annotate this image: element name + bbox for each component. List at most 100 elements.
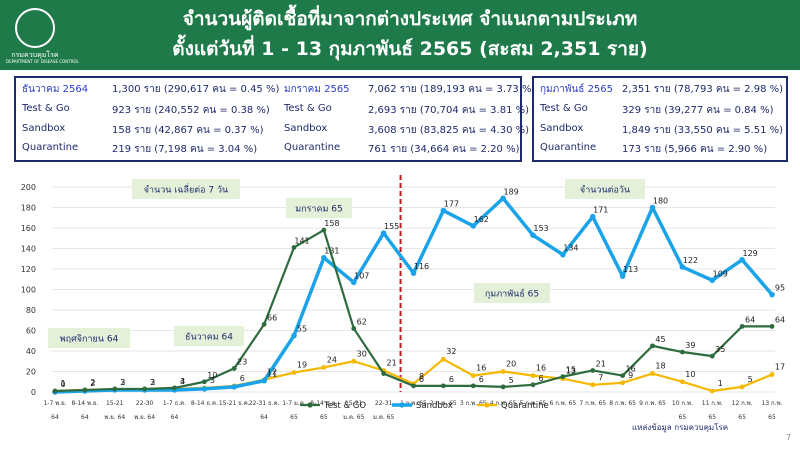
data-point <box>470 373 476 378</box>
data-label: 141 <box>294 236 309 245</box>
data-label: 45 <box>655 335 665 344</box>
x-tick-label: 7 ก.พ. 65 <box>579 400 606 407</box>
january-label-box <box>286 198 352 218</box>
data-point <box>411 383 416 389</box>
x-tick-label: 4 ก.พ. 65 <box>490 400 517 407</box>
x-tick-label: 65 <box>708 414 716 420</box>
summary-label: กุมภาพันธ์ 2565 <box>540 84 614 95</box>
data-point <box>530 373 536 378</box>
x-tick-label: 10 ก.พ. <box>672 400 693 407</box>
data-label: 16 <box>536 364 546 373</box>
data-label: 39 <box>685 341 695 350</box>
data-point <box>470 223 477 229</box>
summary-label: Sandbox <box>284 123 328 134</box>
summary-value: 2,351 ราย (78,793 คน = 2.98 %) <box>622 84 784 95</box>
data-point <box>291 332 297 339</box>
data-label: 23 <box>237 357 247 366</box>
data-label: 129 <box>742 249 757 258</box>
x-tick-label: 22-31 <box>375 400 393 407</box>
data-label: 5 <box>509 376 514 385</box>
summary-label: Test & Go <box>22 103 70 114</box>
summary-label: Quarantine <box>22 142 79 153</box>
data-label: 95 <box>775 284 785 293</box>
data-label: 19 <box>297 361 307 370</box>
data-point <box>769 324 775 329</box>
data-point <box>590 368 596 373</box>
data-label: 13 <box>566 367 576 376</box>
daily-count-label-box <box>565 179 645 199</box>
data-point <box>261 321 267 327</box>
data-label: 21 <box>596 359 606 368</box>
weekly-average-label-box <box>132 179 240 199</box>
data-point <box>351 358 357 364</box>
x-tick-label: 1-7 พ.ย. <box>44 400 67 407</box>
data-point <box>530 232 536 238</box>
x-tick-label: พ.ย. 64 <box>104 414 125 420</box>
summary-label: Quarantine <box>284 142 341 153</box>
data-label: 4 <box>180 377 185 386</box>
y-tick-label: 40 <box>26 347 36 356</box>
summary-label: Sandbox <box>540 123 584 134</box>
summary-box-feb: กุมภาพันธ์ 2565 2,351 ราย (78,793 คน = 2… <box>532 76 788 162</box>
data-label: 122 <box>683 256 698 265</box>
x-tick-label: 64 <box>171 414 179 420</box>
data-label: 16 <box>626 365 636 374</box>
data-point <box>350 279 357 286</box>
data-point <box>291 245 297 250</box>
data-point <box>52 388 58 394</box>
summary-label: Quarantine <box>540 142 597 153</box>
data-point <box>530 382 536 388</box>
data-point <box>440 356 446 362</box>
logo-text: กรมควบคุมโรค <box>11 51 59 59</box>
data-label: 6 <box>449 375 454 384</box>
page-title-line1: จำนวนผู้ติดเชื้อที่มาจากต่างประเทศ จำแนก… <box>182 8 638 30</box>
data-label: 158 <box>324 219 339 228</box>
data-label: 171 <box>593 206 608 215</box>
data-point <box>560 251 566 258</box>
data-label: 8 <box>419 372 424 381</box>
x-tick-label: 11 ก.พ. <box>702 400 723 407</box>
y-tick-label: 80 <box>26 306 36 315</box>
data-point <box>679 379 685 385</box>
data-label: 153 <box>533 224 548 233</box>
summary-box-dec-jan: ธันวาคม 2564 1,300 ราย (290,617 คน = 0.4… <box>14 76 535 162</box>
summary-value: 158 ราย (42,867 คน = 0.37 %) <box>112 125 264 136</box>
data-point <box>769 372 775 377</box>
february-label: กุมภาพันธ์ 65 <box>485 288 539 300</box>
y-tick-label: 20 <box>26 368 36 377</box>
data-label: 11 <box>267 370 277 379</box>
x-tick-label: 8-14 ธ.ค. <box>191 400 218 407</box>
january-label: มกราคม 65 <box>295 205 343 215</box>
data-label: 2 <box>90 379 95 388</box>
x-tick-label: 1-7 ม.ค. <box>282 400 306 407</box>
x-tick-label: 65 <box>290 414 298 420</box>
data-point <box>82 387 88 393</box>
data-label: 16 <box>476 364 486 373</box>
x-tick-label: 22-31 ธ.ค. <box>249 400 280 407</box>
logo-subtext: DEPARTMENT OF DISEASE CONTROL <box>6 59 79 64</box>
page-title-line2: ตั้งแต่วันที่ 1 - 13 กุมภาพันธ์ 2565 (สะ… <box>172 38 648 60</box>
data-point <box>112 386 118 392</box>
data-point <box>231 384 238 390</box>
x-tick-label: 13 ก.พ. <box>762 400 783 407</box>
summary-value: 219 ราย (7,198 คน = 3.04 %) <box>112 144 258 155</box>
data-point <box>739 256 745 263</box>
x-tick-label: 65 <box>768 414 776 420</box>
x-tick-label: 6 ก.พ. 65 <box>550 400 577 407</box>
summary-value: 2,693 ราย (70,704 คน = 3.81 %) <box>368 105 530 116</box>
data-label: 3 <box>120 378 125 387</box>
data-label: 180 <box>653 197 668 206</box>
data-point <box>709 277 716 284</box>
data-label: 6 <box>538 374 543 383</box>
data-point <box>649 204 656 211</box>
data-label: 2 <box>120 378 125 387</box>
daily-count-label: จำนวนต่อวัน <box>580 185 630 196</box>
y-tick-label: 100 <box>21 286 36 295</box>
legend-label: Quarantine <box>501 401 549 411</box>
december-label-box <box>174 326 244 346</box>
x-tick-label: 1-7 ธ.ค. <box>163 400 186 407</box>
data-label: 155 <box>384 222 399 231</box>
x-tick-label: ม.ค. 65 <box>373 414 395 420</box>
x-tick-label: 22-30 <box>136 400 154 407</box>
